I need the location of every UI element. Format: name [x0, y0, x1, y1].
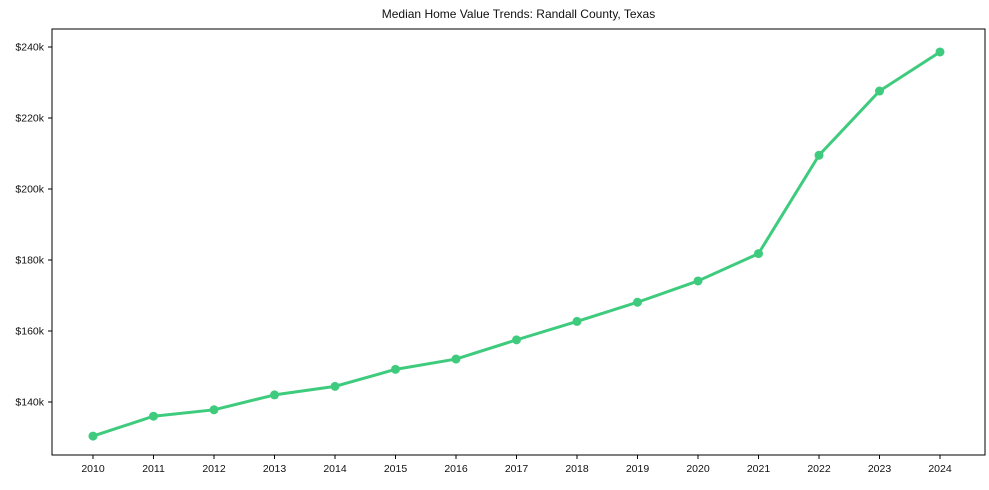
x-axis-tick-label: 2016 — [444, 463, 468, 475]
x-axis-tick-label: 2018 — [565, 463, 589, 475]
x-axis-tick-label: 2023 — [868, 463, 892, 475]
data-point-2013 — [270, 390, 279, 400]
x-axis-tick-label: 2017 — [505, 463, 529, 475]
plot-frame — [51, 28, 986, 456]
x-axis-tick-label: 2015 — [384, 463, 408, 475]
y-axis-tick-label: $220k — [15, 113, 44, 125]
data-point-2019 — [633, 297, 642, 307]
x-axis-tick-label: 2011 — [142, 463, 165, 475]
data-point-2023 — [875, 86, 884, 96]
data-point-2024 — [935, 47, 945, 57]
y-axis-tick-label: $200k — [15, 184, 44, 196]
x-axis-tick-label: 2021 — [747, 463, 771, 475]
data-point-2020 — [693, 276, 703, 286]
y-axis-tick-label: $180k — [15, 255, 44, 267]
x-axis-tick-label: 2010 — [81, 463, 105, 475]
x-axis-tick-label: 2024 — [928, 463, 952, 475]
y-axis-tick-label: $140k — [15, 397, 44, 409]
x-axis-tick-label: 2013 — [263, 463, 287, 475]
data-point-2010 — [88, 431, 98, 441]
x-axis-tick-label: 2022 — [807, 463, 831, 475]
data-point-2017 — [512, 335, 521, 345]
y-axis-tick-label: $160k — [15, 326, 44, 338]
x-axis-tick-label: 2020 — [686, 463, 710, 475]
chart-title: Median Home Value Trends: Randall County… — [381, 7, 656, 21]
data-point-2016 — [451, 354, 461, 364]
x-axis-tick-label: 2012 — [202, 463, 226, 475]
data-point-2015 — [391, 364, 400, 374]
data-point-2014 — [330, 381, 340, 391]
data-point-2018 — [572, 316, 582, 326]
x-axis-tick-label: 2014 — [323, 463, 347, 475]
x-axis-tick-label: 2019 — [626, 463, 650, 475]
data-point-2012 — [209, 405, 219, 415]
data-point-2022 — [814, 150, 824, 160]
data-point-2011 — [149, 411, 158, 421]
data-point-2021 — [754, 249, 763, 259]
y-axis-tick-label: $240k — [15, 42, 44, 54]
